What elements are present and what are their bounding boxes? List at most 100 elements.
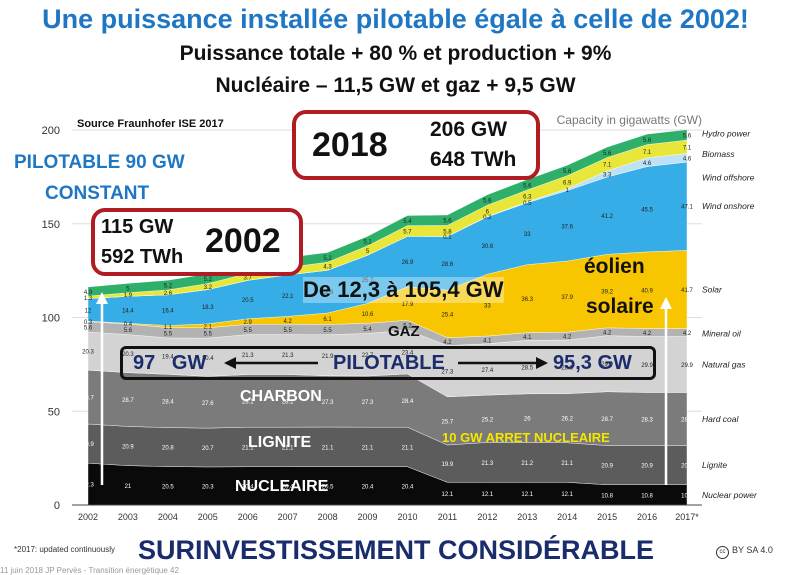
data-label: 5.6: [683, 133, 692, 139]
data-label: 12: [85, 308, 92, 314]
subtitle-line-1: Puissance totale + 80 % et production + …: [179, 42, 612, 65]
data-label: 16.4: [162, 309, 174, 315]
y-tick-label: 0: [54, 500, 60, 512]
data-label: 5.6: [643, 138, 652, 144]
data-label: 20.3: [202, 484, 214, 490]
data-label: 21.1: [362, 445, 374, 451]
x-tick-label: 2006: [238, 512, 258, 522]
data-label: 1: [566, 188, 570, 194]
data-label: 20.4: [282, 484, 294, 490]
data-label: 4.2: [643, 331, 652, 337]
data-label: 20.5: [322, 484, 334, 490]
data-label: 27.6: [202, 401, 214, 407]
data-label: 28.7: [601, 417, 613, 423]
y-tick-label: 50: [48, 406, 60, 418]
data-label: 5.2: [204, 277, 213, 283]
data-label: 5: [366, 249, 370, 255]
legend-entry: Wind onshore: [702, 201, 755, 211]
data-label: 6: [486, 209, 490, 215]
data-label: 2.6: [164, 291, 173, 297]
data-label: 19.4: [162, 355, 174, 361]
data-label: 27.3: [442, 370, 454, 376]
x-tick-label: 2004: [158, 512, 178, 522]
data-label: 5.2: [164, 284, 173, 290]
data-label: 18.3: [202, 305, 214, 311]
data-label: 20.4: [202, 356, 214, 362]
data-label: 20.5: [162, 484, 174, 490]
slide-footer-strip: 11 juin 2018 JP Pervès - Transition éner…: [0, 566, 179, 575]
pilotable-right-value: 95,3 GW: [553, 352, 632, 374]
y-tick-label: 200: [42, 125, 60, 137]
data-label: 25.7: [362, 278, 374, 284]
gaz-label: GAZ: [388, 323, 420, 340]
data-label: 41.2: [601, 214, 613, 220]
solaire-label: solaire: [586, 295, 654, 318]
data-label: 25.7: [442, 419, 454, 425]
data-label: 5.6: [603, 151, 612, 157]
data-label: 33: [524, 232, 531, 238]
data-label: 3.2: [204, 285, 213, 291]
data-label: 21: [125, 484, 132, 490]
data-label: 29.9: [681, 363, 693, 369]
eolien-label: éolien: [584, 255, 645, 278]
data-label: 4.2: [683, 331, 692, 337]
legend-entry: Hydro power: [702, 129, 751, 139]
data-label: 20.8: [162, 446, 174, 452]
data-label: 5.4: [403, 219, 412, 225]
data-label: 28.1: [242, 399, 254, 405]
arrow-up-left-head: [96, 292, 108, 304]
box-2002-twh: 592 TWh: [101, 246, 184, 268]
data-label: 4.2: [443, 340, 452, 346]
data-label: 28.6: [561, 365, 573, 371]
data-label: 20.4: [362, 484, 374, 490]
data-label: 5.2: [323, 256, 332, 262]
cc-icon: cc: [716, 546, 729, 559]
data-label: 28.7: [122, 398, 134, 404]
data-label: 3.7: [244, 275, 253, 281]
data-label: 0.1: [443, 235, 452, 241]
x-tick-label: 2015: [597, 512, 617, 522]
data-label: 30.6: [481, 244, 493, 250]
chart-title: Capacity in gigawatts (GW): [557, 113, 702, 127]
box-2002-gw: 115 GW: [101, 216, 174, 238]
arrow-right-head: [536, 357, 548, 369]
data-label: 1.3: [84, 296, 93, 302]
data-label: 39.2: [601, 290, 613, 296]
data-label: 45.5: [641, 208, 653, 214]
data-label: 21.3: [481, 461, 493, 467]
data-label: 12.1: [561, 492, 573, 498]
data-label: 5.5: [244, 328, 253, 334]
arret-nucleaire-label: 10 GW ARRET NUCLEAIRE: [442, 430, 610, 445]
x-tick-label: 2002: [78, 512, 98, 522]
data-label: 22.1: [282, 294, 294, 300]
data-label: 21.1: [561, 461, 573, 467]
data-label: 4.9: [84, 290, 93, 296]
data-label: 20.5: [242, 298, 254, 304]
data-label: 5.5: [204, 331, 213, 337]
data-label: 20.4: [402, 484, 414, 490]
data-label: 27.3: [362, 400, 374, 406]
y-tick-label: 100: [42, 313, 60, 325]
box-2002-year: 2002: [205, 222, 281, 260]
data-label: 4.1: [523, 335, 532, 341]
data-label: 26.2: [561, 417, 573, 423]
data-label: 27.3: [322, 400, 334, 406]
data-label: 5.2: [403, 324, 412, 330]
pilotable-constant-line1: PILOTABLE 90 GW: [14, 152, 185, 173]
legend-entry: Biomass: [702, 149, 735, 159]
data-label: 28.5: [521, 366, 533, 372]
data-label: 7.1: [683, 145, 692, 151]
data-label: 4.2: [563, 335, 572, 341]
data-label: 29.9: [641, 363, 653, 369]
data-label: 1.9: [124, 293, 133, 299]
legend-entry: Natural gas: [702, 359, 746, 369]
data-label: 21.2: [521, 461, 533, 467]
data-label: 22.3: [82, 483, 94, 489]
data-label: 21.1: [322, 445, 334, 451]
box-2018: 2018 206 GW 648 TWh: [292, 110, 540, 180]
x-tick-label: 2011: [438, 512, 457, 522]
legend-entry: Solar: [702, 284, 723, 294]
x-tick-label: 2005: [198, 512, 218, 522]
data-label: 5.6: [124, 328, 133, 334]
data-label: 6.1: [323, 317, 332, 323]
